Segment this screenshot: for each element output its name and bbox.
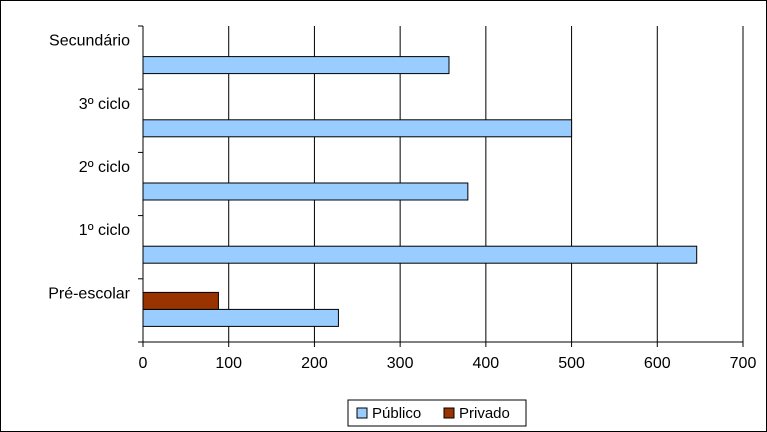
legend-box bbox=[347, 399, 527, 427]
bars bbox=[142, 56, 698, 327]
bar-publico bbox=[142, 308, 339, 327]
category-label: 1º ciclo bbox=[79, 222, 130, 239]
category-labels: Pré-escolar 1º ciclo 2º ciclo 3º ciclo Secun… bbox=[48, 33, 130, 303]
x-tick-label: 200 bbox=[301, 355, 328, 372]
bar-publico bbox=[142, 119, 573, 138]
x-tick-label: 700 bbox=[730, 355, 757, 372]
bar-publico bbox=[142, 56, 450, 75]
axes bbox=[138, 25, 744, 347]
bar-publico bbox=[142, 245, 698, 264]
x-tick-label: 0 bbox=[139, 355, 148, 372]
category-label: Pré-escolar bbox=[48, 285, 130, 302]
category-label: Secundário bbox=[49, 33, 130, 50]
legend-label-publico: Público bbox=[372, 405, 421, 422]
category-label: 2º ciclo bbox=[79, 159, 130, 176]
x-tick-label: 500 bbox=[558, 355, 585, 372]
legend: Público Privado bbox=[347, 399, 527, 427]
legend-swatch-publico bbox=[356, 407, 368, 419]
legend-swatch-privado bbox=[443, 407, 455, 419]
bar-privado bbox=[142, 291, 219, 310]
x-tick-label: 100 bbox=[215, 355, 242, 372]
x-tick-label: 300 bbox=[387, 355, 414, 372]
tick-labels: 0 100 200 300 400 500 600 700 bbox=[139, 355, 757, 372]
category-label: 3º ciclo bbox=[79, 96, 130, 113]
gridlines bbox=[228, 26, 744, 342]
x-tick-label: 600 bbox=[644, 355, 671, 372]
x-tick-label: 400 bbox=[473, 355, 500, 372]
bar-publico bbox=[142, 182, 469, 201]
legend-label-privado: Privado bbox=[459, 405, 510, 422]
